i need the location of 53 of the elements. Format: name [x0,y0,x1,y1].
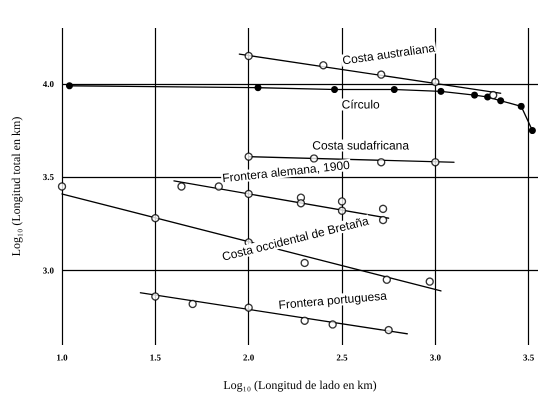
y-axis-title: Log₁₀ (Longitud total en km) [9,116,23,256]
y-tick-label: 4.0 [42,78,54,89]
point [390,86,398,94]
point [384,326,393,334]
x-tick-label: 3.5 [523,352,535,362]
point [300,258,309,268]
point [378,204,388,214]
point [378,216,388,224]
point [382,276,391,284]
point [177,182,186,191]
point [497,97,504,104]
point [338,197,346,206]
point [300,316,309,325]
x-tick-label: 3.0 [430,352,442,362]
x-tick-label: 2.5 [336,352,348,362]
point [489,90,498,100]
point [254,84,262,92]
y-tick-label: 3.0 [42,265,54,276]
x-tick-label: 2.0 [243,352,255,362]
point [377,70,386,79]
point [431,78,440,86]
point [244,52,253,60]
x-axis-title: Log₁₀ (Longitud de lado en km) [223,378,377,392]
point [244,190,253,198]
point [244,152,253,161]
x-tick-label: 1.5 [150,352,162,362]
point [426,277,434,286]
point [338,206,346,215]
point [310,154,318,163]
point [437,88,444,95]
annotation: Frontera portuguesa [278,288,388,312]
annotation: Círculo [342,97,380,112]
annotation: Costa sudafricana [312,138,410,152]
point [319,61,328,70]
point [471,92,478,99]
x-tick-label: 1.0 [56,352,68,362]
point [58,182,66,191]
point [328,320,337,329]
point [188,300,197,308]
y-tick-label: 3.5 [42,172,54,182]
point [331,86,338,94]
annotation: Frontera alemana, 1900 [222,158,351,186]
point [244,304,253,312]
annotation: Costa australiana [342,40,436,68]
point [66,82,73,90]
point [431,158,440,166]
point [518,102,525,110]
point [528,127,536,134]
point [151,292,160,301]
point [151,214,160,222]
point [296,199,306,208]
point [214,182,223,191]
point [377,158,386,166]
